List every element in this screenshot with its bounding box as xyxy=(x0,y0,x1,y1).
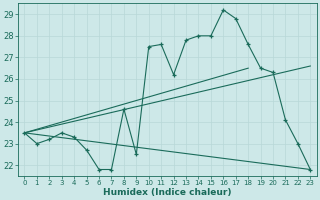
X-axis label: Humidex (Indice chaleur): Humidex (Indice chaleur) xyxy=(103,188,232,197)
